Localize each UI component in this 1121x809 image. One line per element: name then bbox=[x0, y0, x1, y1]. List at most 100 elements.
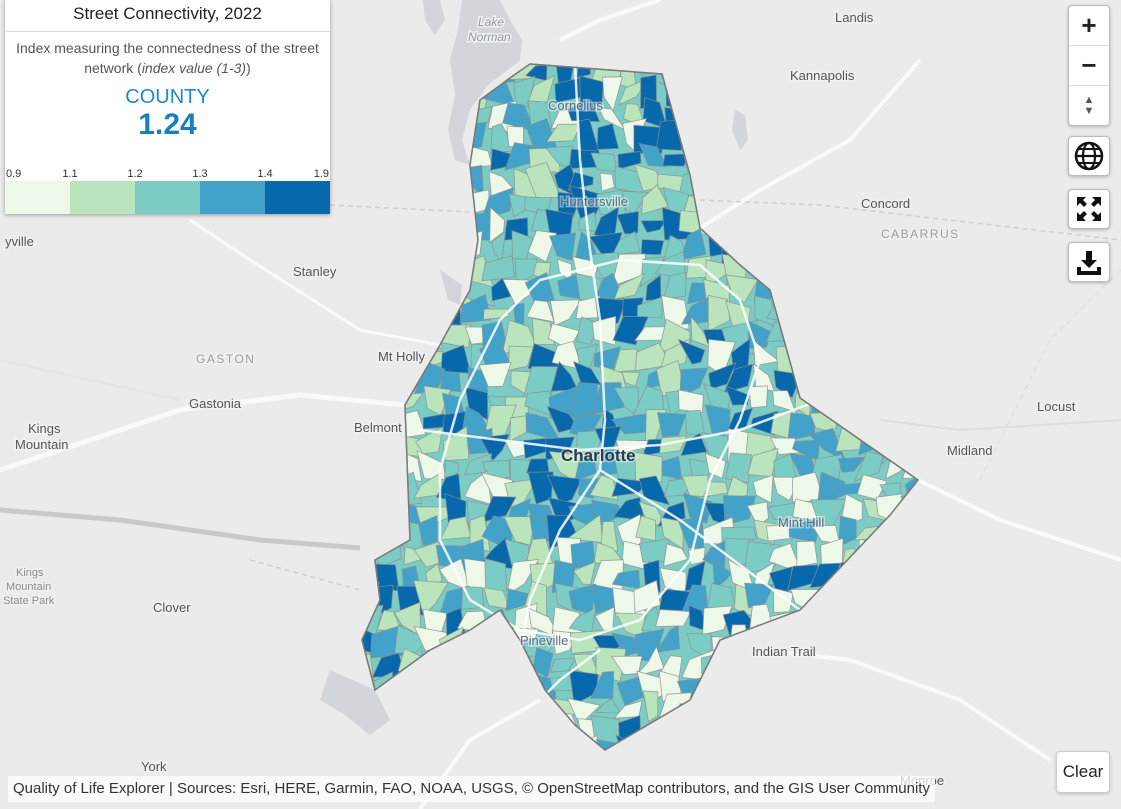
tract-polygon[interactable] bbox=[816, 471, 846, 508]
legend-swatch-2[interactable] bbox=[70, 181, 135, 214]
tract-polygon[interactable] bbox=[532, 647, 554, 679]
tract-polygon[interactable] bbox=[567, 99, 601, 123]
label-concord: Concord bbox=[861, 196, 910, 211]
tract-polygon[interactable] bbox=[655, 609, 692, 627]
tract-polygon[interactable] bbox=[621, 371, 641, 387]
tract-polygon[interactable] bbox=[481, 255, 516, 282]
fullscreen-button[interactable] bbox=[1068, 189, 1110, 229]
tract-polygon[interactable] bbox=[567, 171, 594, 191]
tract-polygon[interactable] bbox=[549, 232, 576, 262]
tract-polygon[interactable] bbox=[636, 296, 664, 319]
compass-button[interactable]: ▲▼ bbox=[1069, 86, 1109, 125]
tract-polygon[interactable] bbox=[725, 452, 752, 484]
tract-polygon[interactable] bbox=[600, 520, 619, 552]
tract-polygon[interactable] bbox=[481, 187, 514, 220]
tract-polygon[interactable] bbox=[484, 557, 507, 593]
download-button[interactable] bbox=[1068, 242, 1110, 282]
tract-polygon[interactable] bbox=[527, 230, 558, 263]
tract-polygon[interactable] bbox=[439, 370, 462, 393]
tract-polygon[interactable] bbox=[712, 558, 733, 590]
tract-polygon[interactable] bbox=[837, 456, 866, 473]
zoom-out-button[interactable]: − bbox=[1069, 46, 1109, 86]
tract-polygon[interactable] bbox=[663, 543, 689, 567]
tract-polygon[interactable] bbox=[417, 514, 438, 547]
tract-polygon[interactable] bbox=[591, 315, 617, 346]
zoom-in-button[interactable]: + bbox=[1069, 6, 1109, 46]
legend-break-4: 1.4 bbox=[257, 168, 273, 180]
tract-polygon[interactable] bbox=[638, 143, 668, 168]
label-kings-mountain-2: Mountain bbox=[15, 437, 68, 452]
tract-polygon[interactable] bbox=[574, 455, 597, 482]
tract-polygon[interactable] bbox=[642, 690, 659, 723]
tract-polygon[interactable] bbox=[677, 338, 706, 365]
tract-polygon[interactable] bbox=[853, 450, 884, 483]
tract-polygon[interactable] bbox=[703, 383, 732, 415]
tract-polygon[interactable] bbox=[617, 150, 642, 170]
tract-polygon[interactable] bbox=[662, 271, 687, 300]
tract-polygon[interactable] bbox=[502, 278, 535, 305]
tract-polygon[interactable] bbox=[599, 172, 615, 192]
tract-polygon[interactable] bbox=[788, 516, 821, 543]
tract-polygon[interactable] bbox=[748, 385, 769, 409]
tract-polygon[interactable] bbox=[654, 625, 681, 654]
tract-polygon[interactable] bbox=[613, 272, 646, 300]
tract-polygon[interactable] bbox=[640, 220, 667, 233]
tract-polygon[interactable] bbox=[505, 588, 536, 612]
tract-polygon[interactable] bbox=[660, 516, 684, 550]
tract-polygon[interactable] bbox=[681, 474, 710, 498]
label-kings-mountain-1: Kings bbox=[28, 421, 61, 436]
basemap-globe-button[interactable] bbox=[1068, 136, 1110, 176]
tract-polygon[interactable] bbox=[596, 123, 620, 150]
tract-polygon[interactable] bbox=[572, 561, 597, 585]
tract-polygon[interactable] bbox=[611, 230, 641, 257]
tract-polygon[interactable] bbox=[656, 412, 687, 438]
tract-polygon[interactable] bbox=[702, 605, 733, 636]
tract-polygon[interactable] bbox=[752, 474, 774, 504]
tract-polygon[interactable] bbox=[549, 299, 583, 327]
tract-polygon[interactable] bbox=[546, 474, 583, 505]
tract-polygon[interactable] bbox=[612, 315, 649, 346]
tract-polygon[interactable] bbox=[708, 362, 737, 390]
label-charlotte: Charlotte bbox=[561, 446, 636, 465]
clear-button[interactable]: Clear bbox=[1056, 751, 1110, 793]
tract-polygon[interactable] bbox=[796, 540, 818, 568]
tract-polygon[interactable] bbox=[640, 239, 665, 256]
label-gaston: GASTON bbox=[196, 352, 255, 366]
tract-polygon[interactable] bbox=[545, 123, 582, 143]
tract-polygon[interactable] bbox=[478, 361, 512, 388]
legend-swatch-3[interactable] bbox=[135, 181, 200, 214]
tract-polygon[interactable] bbox=[566, 697, 602, 726]
tract-polygon[interactable] bbox=[549, 657, 577, 673]
tract-polygon[interactable] bbox=[489, 206, 505, 244]
legend-scope-value: 1.24 bbox=[138, 108, 197, 141]
tract-polygon[interactable] bbox=[523, 366, 558, 398]
tract-polygon[interactable] bbox=[481, 495, 517, 524]
tract-polygon[interactable] bbox=[589, 474, 619, 501]
tract-polygon[interactable] bbox=[573, 653, 600, 679]
tract-polygon[interactable] bbox=[503, 516, 536, 546]
tract-polygon[interactable] bbox=[680, 432, 708, 457]
tract-polygon[interactable] bbox=[746, 501, 769, 527]
tract-polygon[interactable] bbox=[724, 385, 750, 406]
tract-polygon[interactable] bbox=[616, 211, 639, 235]
tract-polygon[interactable] bbox=[568, 148, 598, 169]
label-gastonia: Gastonia bbox=[189, 396, 242, 411]
label-mt-holly: Mt Holly bbox=[378, 349, 425, 364]
tract-polygon[interactable] bbox=[662, 153, 691, 167]
tract-polygon[interactable] bbox=[723, 363, 754, 394]
tract-polygon[interactable] bbox=[590, 670, 615, 699]
tract-polygon[interactable] bbox=[678, 389, 704, 414]
legend-swatch-4[interactable] bbox=[200, 181, 265, 214]
tract-polygon[interactable] bbox=[524, 272, 555, 305]
legend-swatch-1[interactable] bbox=[5, 181, 70, 214]
legend-break-5: 1.9 bbox=[313, 168, 329, 180]
tract-polygon[interactable] bbox=[579, 75, 604, 110]
tract-polygon[interactable] bbox=[766, 502, 800, 521]
tract-polygon[interactable] bbox=[638, 475, 670, 506]
legend-swatch-5[interactable] bbox=[265, 181, 330, 214]
county-border bbox=[361, 63, 920, 751]
legend-break-3: 1.3 bbox=[192, 168, 208, 180]
tract-polygon[interactable] bbox=[707, 294, 731, 332]
attribution-text: Quality of Life Explorer | Sources: Esri… bbox=[8, 776, 935, 802]
